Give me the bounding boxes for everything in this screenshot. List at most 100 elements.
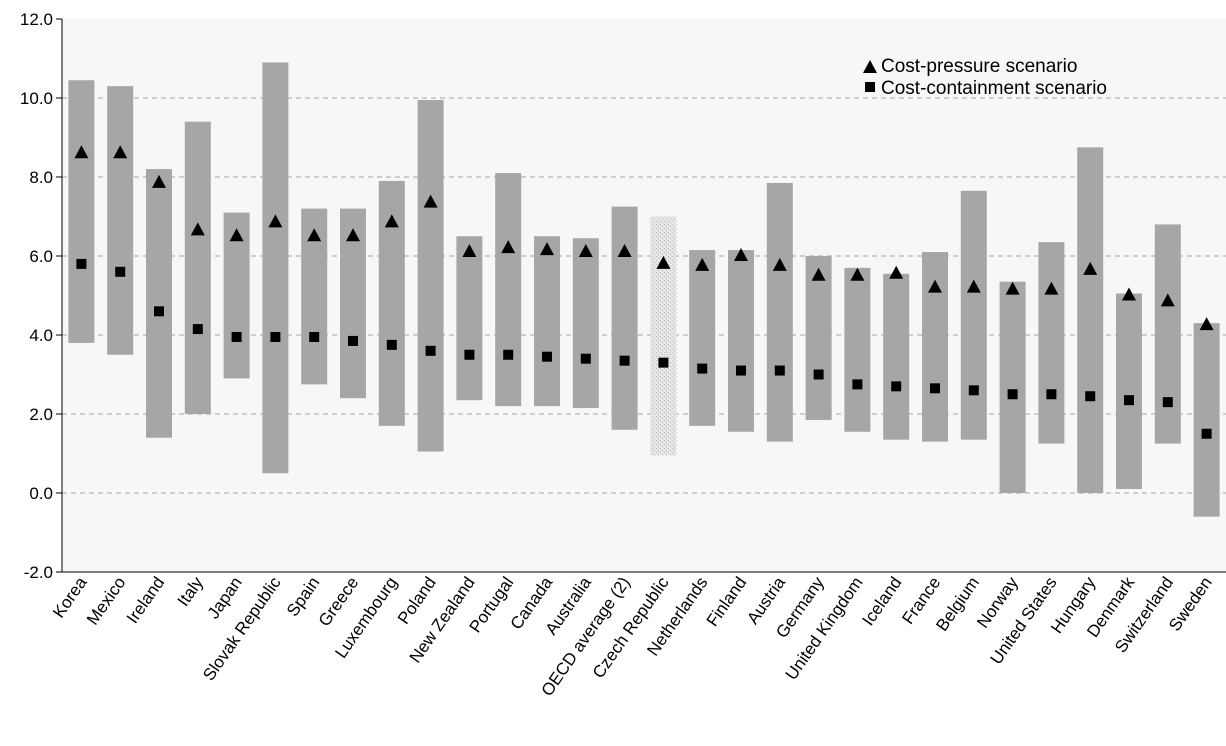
cost-containment-point xyxy=(231,331,242,342)
range-bar xyxy=(456,236,483,401)
cost-pressure-point xyxy=(190,222,205,236)
range-bar xyxy=(262,62,289,474)
cost-pressure-point xyxy=(462,244,477,258)
plot-area xyxy=(62,19,1226,572)
cost-containment-point xyxy=(192,324,203,335)
range-bar xyxy=(1116,293,1142,490)
range-bar xyxy=(650,216,677,456)
cost-containment-point xyxy=(76,258,87,269)
cost-containment-point xyxy=(891,381,902,392)
legend-label-cost-containment: Cost-containment scenario xyxy=(881,78,1107,99)
range-bar xyxy=(184,121,211,414)
range-bar xyxy=(960,190,987,440)
legend-label-cost-pressure: Cost-pressure scenario xyxy=(881,56,1077,77)
cost-pressure-point xyxy=(811,267,826,281)
cost-pressure-point xyxy=(656,255,671,269)
cost-containment-point xyxy=(542,351,552,362)
range-bar xyxy=(417,99,444,452)
cost-containment-point xyxy=(1007,389,1018,400)
cost-pressure-point xyxy=(113,145,128,159)
range-bar xyxy=(572,238,599,409)
cost-pressure-point xyxy=(384,214,399,228)
cost-containment-point xyxy=(774,365,785,376)
cost-containment-point xyxy=(1085,391,1096,402)
cost-pressure-point xyxy=(1083,261,1098,275)
cost-pressure-point xyxy=(578,244,593,258)
range-bar xyxy=(844,267,871,432)
cost-containment-point xyxy=(619,355,630,366)
range-bars xyxy=(68,62,1220,517)
x-category-label: Iceland xyxy=(858,573,905,629)
y-tick-label: 10.0 xyxy=(20,89,53,108)
cost-pressure-point xyxy=(1122,287,1136,301)
cost-containment-point xyxy=(736,365,746,376)
cost-containment-point xyxy=(852,379,863,390)
cost-containment-point xyxy=(115,266,126,277)
range-bar xyxy=(883,273,910,440)
cost-containment-point xyxy=(348,335,358,346)
cost-pressure-point xyxy=(1005,281,1020,295)
cost-containment-point xyxy=(930,383,940,394)
cost-pressure-point xyxy=(1044,281,1059,295)
cost-containment-point xyxy=(464,349,475,360)
y-tick-label: 8.0 xyxy=(29,168,53,187)
cost-containment-point xyxy=(503,349,514,360)
cost-pressure-point xyxy=(966,279,981,293)
cost-pressure-point xyxy=(423,194,438,208)
cost-pressure-point xyxy=(307,228,322,242)
cost-containment-point xyxy=(697,363,708,374)
cost-pressure-point xyxy=(928,279,942,293)
y-tick-label: -2.0 xyxy=(24,563,53,582)
y-tick-label: 6.0 xyxy=(29,247,53,266)
x-category-label: Spain xyxy=(283,573,324,620)
y-tick-label: 4.0 xyxy=(29,326,53,345)
cost-pressure-point xyxy=(889,265,904,279)
x-category-label: Italy xyxy=(174,573,208,610)
cost-pressure-point xyxy=(152,174,166,188)
y-axis-ticks: -2.0 0.0 2.0 4.0 6.0 8.0 10.0 12.0 xyxy=(20,10,62,582)
range-bar xyxy=(611,206,638,430)
cost-pressure-point xyxy=(501,240,516,254)
x-category-label: Ireland xyxy=(123,573,168,626)
cost-pressure-point xyxy=(695,257,710,271)
range-bar xyxy=(1154,224,1181,444)
range-bar xyxy=(689,250,716,426)
cost-pressure-point xyxy=(229,228,244,242)
cost-containment-point xyxy=(270,331,281,342)
range-bar xyxy=(1038,242,1065,444)
axes xyxy=(61,19,1226,573)
cost-containment-point xyxy=(968,385,979,396)
range-bar xyxy=(68,80,95,343)
range-bar xyxy=(766,182,793,442)
cost-pressure-point xyxy=(850,267,865,281)
cost-containment-point xyxy=(1046,389,1057,400)
range-bar xyxy=(1193,323,1220,517)
cost-containment-point xyxy=(309,331,320,342)
y-tick-label: 2.0 xyxy=(29,405,53,424)
legend-square-icon xyxy=(865,82,875,92)
range-bar xyxy=(1077,147,1104,493)
range-bar xyxy=(146,169,172,438)
x-category-label: Mexico xyxy=(83,573,129,628)
cost-pressure-point xyxy=(268,214,283,228)
range-bar xyxy=(107,86,134,355)
range-bar xyxy=(534,236,560,407)
range-bar xyxy=(805,256,832,420)
cost-containment-point xyxy=(425,345,436,356)
cost-containment-point xyxy=(658,357,669,368)
cost-pressure-point xyxy=(540,242,554,256)
cost-pressure-point xyxy=(1160,293,1175,307)
legend-triangle-icon xyxy=(863,60,877,73)
cost-containment-point xyxy=(813,369,824,380)
legend: Cost-pressure scenario Cost-containment … xyxy=(863,56,1107,99)
cost-pressure-point xyxy=(772,257,787,271)
scenario-markers xyxy=(74,145,1214,439)
cost-containment-point xyxy=(1162,397,1173,408)
cost-containment-point xyxy=(154,306,164,317)
cost-pressure-point xyxy=(346,228,360,242)
cost-pressure-point xyxy=(74,145,89,159)
range-bar xyxy=(999,281,1026,493)
cost-containment-point xyxy=(1201,428,1212,439)
cost-pressure-point xyxy=(734,248,748,261)
